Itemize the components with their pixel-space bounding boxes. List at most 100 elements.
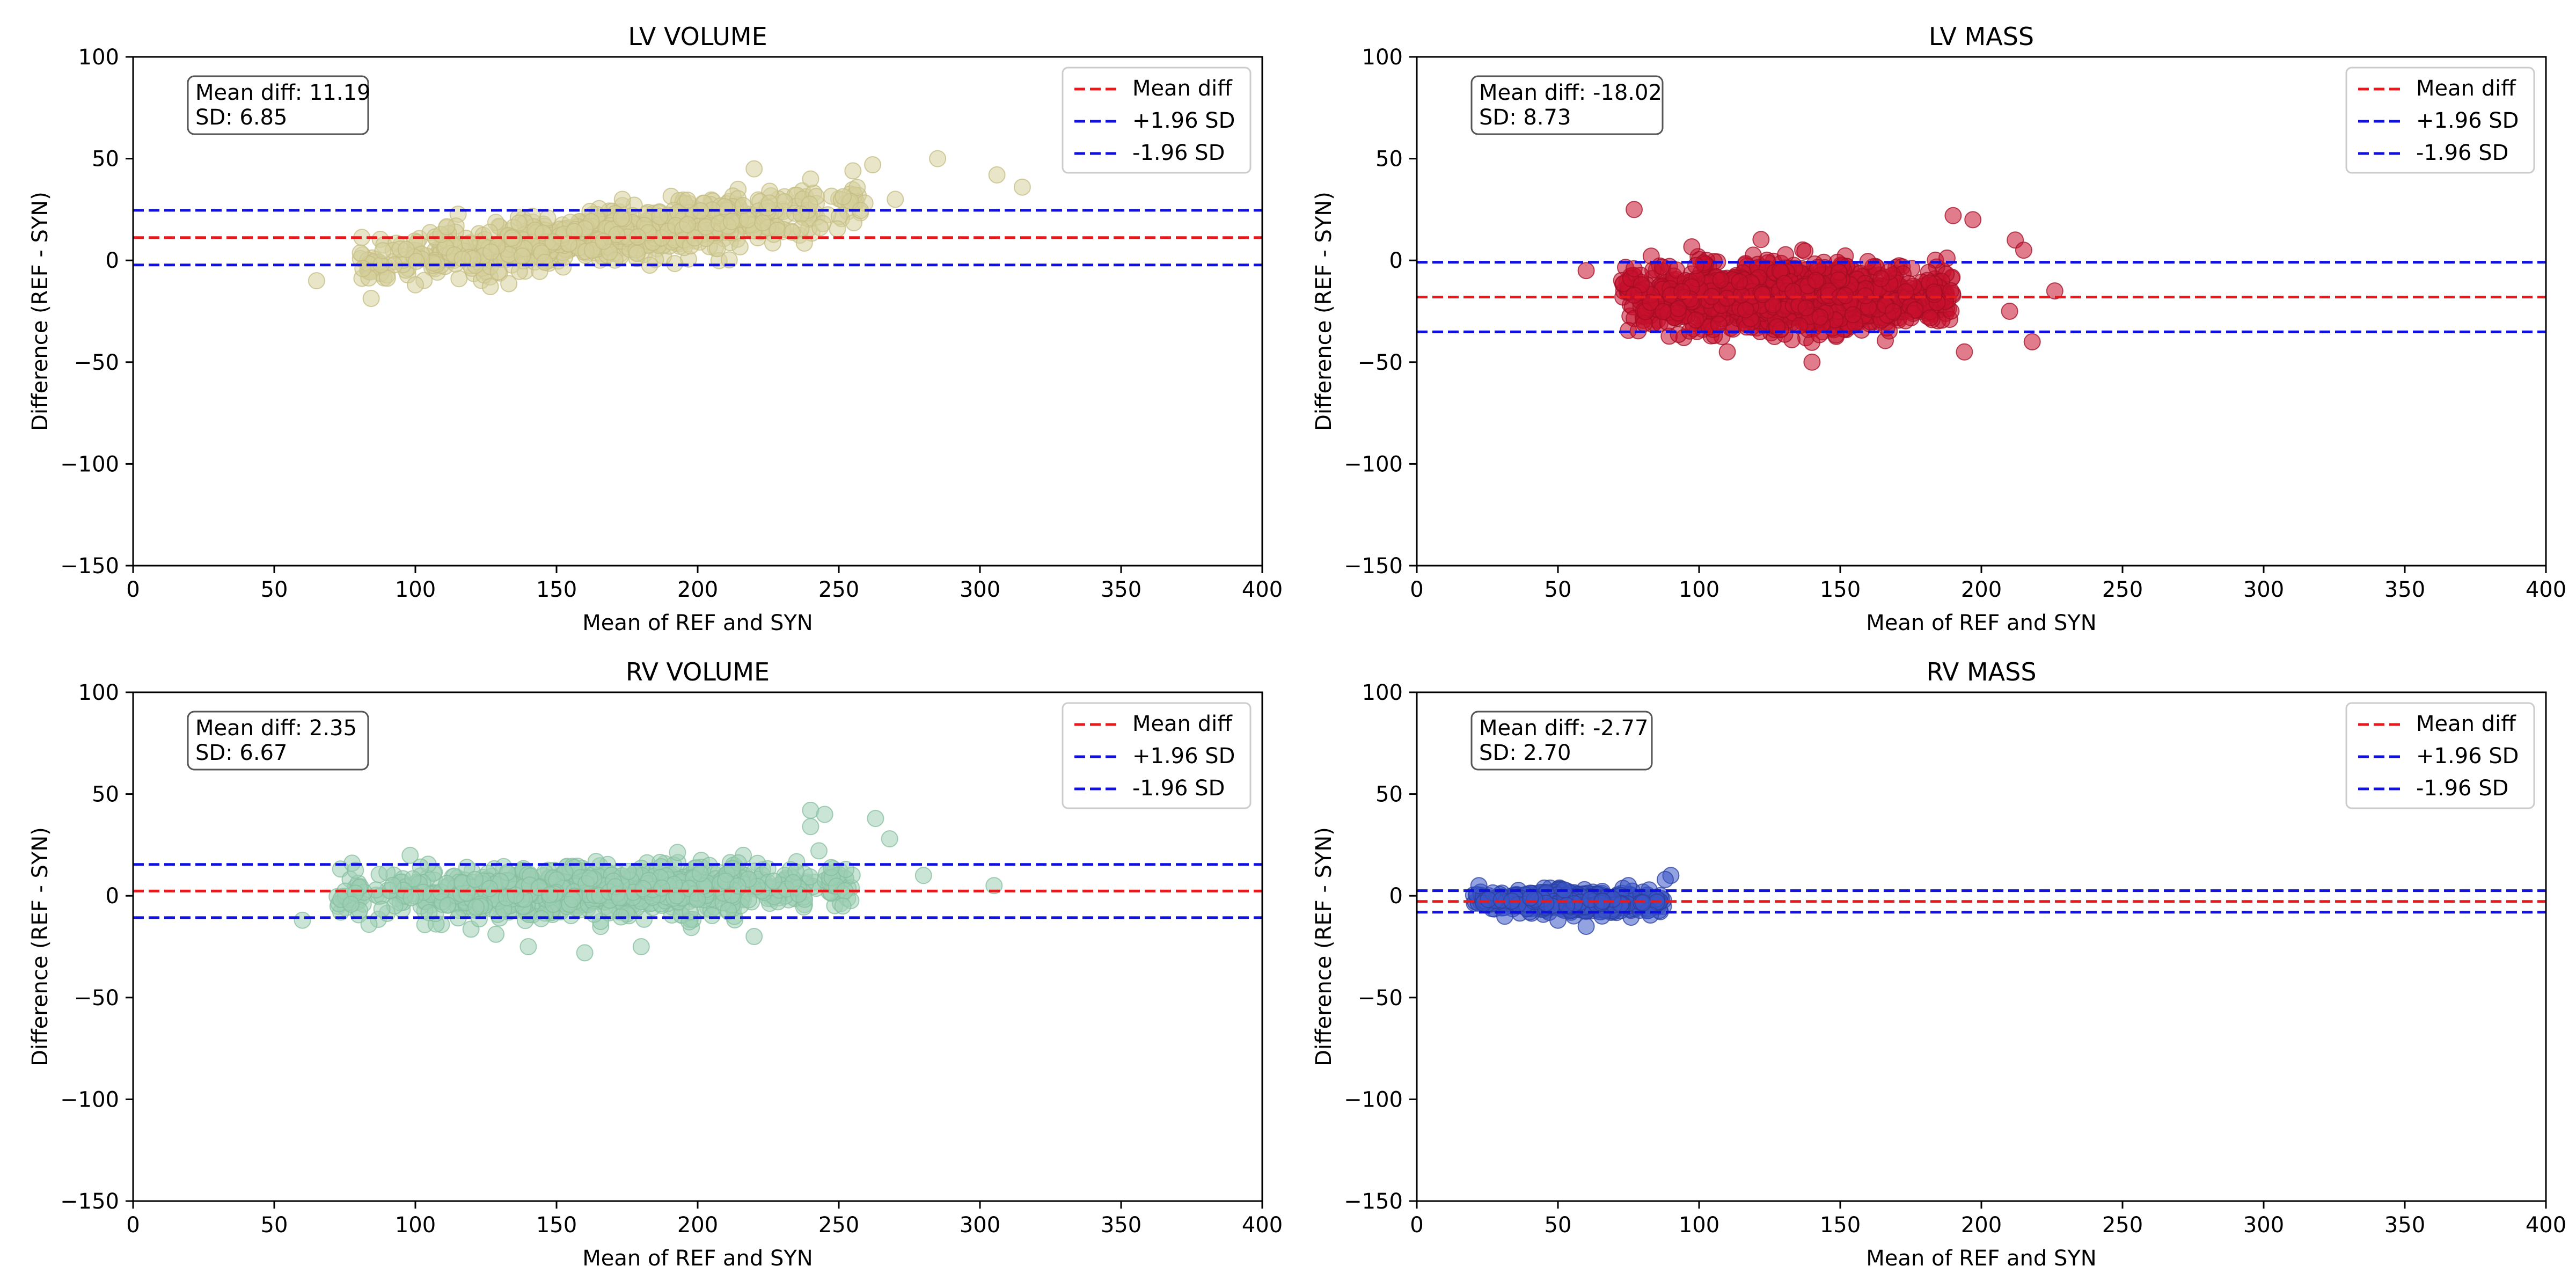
data-point xyxy=(666,255,684,273)
data-point xyxy=(628,245,646,262)
data-point xyxy=(740,891,757,909)
y-tick-label: −100 xyxy=(60,1087,119,1112)
data-point xyxy=(1897,312,1914,330)
data-point xyxy=(2001,303,2018,320)
data-point xyxy=(352,244,369,262)
data-point xyxy=(576,944,594,962)
data-point xyxy=(1872,270,1890,288)
data-point xyxy=(1829,271,1847,289)
sd-text: SD: 6.85 xyxy=(195,105,287,130)
data-point xyxy=(1712,271,1730,289)
sd-text: SD: 6.67 xyxy=(195,741,287,765)
data-point xyxy=(929,150,947,167)
x-tick-label: 200 xyxy=(677,1213,718,1238)
x-tick-label: 100 xyxy=(395,577,436,602)
mean-diff-text: Mean diff: -18.02 xyxy=(1479,80,1662,105)
y-tick-label: 100 xyxy=(78,680,119,705)
sd-text: SD: 8.73 xyxy=(1479,105,1571,130)
data-point xyxy=(708,240,726,258)
y-tick-label: 0 xyxy=(106,248,119,273)
chart-title: LV VOLUME xyxy=(628,22,767,51)
x-tick-label: 200 xyxy=(1961,1213,2002,1238)
chart-title: RV VOLUME xyxy=(626,657,770,686)
x-tick-label: 350 xyxy=(2384,577,2425,602)
x-tick-label: 200 xyxy=(1961,577,2002,602)
data-point xyxy=(1803,353,1821,371)
y-tick-label: 0 xyxy=(106,884,119,909)
data-point xyxy=(914,867,932,884)
sd-text: SD: 2.70 xyxy=(1479,741,1571,765)
data-point xyxy=(308,272,325,290)
data-point xyxy=(539,209,557,227)
x-tick-label: 0 xyxy=(126,577,140,602)
data-point xyxy=(691,865,709,882)
x-tick-label: 100 xyxy=(395,1213,436,1238)
data-point xyxy=(536,253,554,271)
data-point xyxy=(2046,282,2063,300)
y-axis-label: Difference (REF - SYN) xyxy=(1312,827,1336,1066)
y-tick-label: 0 xyxy=(1389,884,1403,909)
legend-label: Mean diff xyxy=(1132,76,1233,101)
y-tick-label: −150 xyxy=(1344,554,1403,579)
data-point xyxy=(1797,299,1815,317)
data-point xyxy=(564,890,581,908)
subplot-panels: LV VOLUME Mean of REF and SYN Difference (… xyxy=(28,22,2566,1271)
x-tick-label: 250 xyxy=(818,577,859,602)
x-tick-label: 300 xyxy=(960,577,1000,602)
data-point xyxy=(1956,343,1973,361)
data-point xyxy=(438,875,456,892)
x-tick-label: 50 xyxy=(261,1213,288,1238)
data-point xyxy=(1944,207,1962,224)
data-point xyxy=(466,870,484,888)
data-point xyxy=(1752,231,1770,248)
x-tick-label: 0 xyxy=(126,1213,140,1238)
x-tick-label: 250 xyxy=(2102,577,2143,602)
data-point xyxy=(864,156,882,173)
data-point xyxy=(1906,301,1924,319)
data-point xyxy=(362,290,380,308)
data-point xyxy=(612,209,630,227)
data-point xyxy=(481,223,499,241)
data-point xyxy=(1942,282,1960,299)
data-point xyxy=(487,925,505,943)
y-tick-label: −50 xyxy=(74,986,119,1011)
x-tick-label: 50 xyxy=(1545,577,1572,602)
data-point xyxy=(1683,238,1701,255)
data-point xyxy=(1710,316,1728,333)
data-point xyxy=(500,275,518,292)
data-point xyxy=(844,162,862,180)
data-point xyxy=(731,238,749,255)
data-point xyxy=(985,877,1003,895)
y-axis-label: Difference (REF - SYN) xyxy=(28,827,53,1066)
data-point xyxy=(745,160,763,178)
legend-label: -1.96 SD xyxy=(1132,776,1225,801)
data-point xyxy=(407,252,425,270)
chart-title: LV MASS xyxy=(1929,22,2034,51)
legend-label: -1.96 SD xyxy=(1132,141,1225,165)
y-tick-label: 0 xyxy=(1389,248,1403,273)
mean-diff-text: Mean diff: 11.19 xyxy=(195,80,370,105)
data-point xyxy=(829,220,846,238)
data-point xyxy=(1844,306,1862,324)
data-point xyxy=(1921,309,1939,327)
data-point xyxy=(2015,241,2032,259)
data-point xyxy=(720,902,737,919)
y-tick-label: −150 xyxy=(1344,1189,1403,1214)
y-axis-label: Difference (REF - SYN) xyxy=(1312,192,1336,431)
data-point xyxy=(519,938,537,955)
data-point xyxy=(988,166,1006,184)
data-point xyxy=(560,235,577,253)
data-point xyxy=(1811,308,1829,326)
legend: Mean diff +1.96 SD -1.96 SD xyxy=(1062,702,1252,809)
legend-frame xyxy=(1062,67,1252,174)
data-point xyxy=(703,907,721,924)
y-tick-label: 50 xyxy=(92,147,119,172)
data-point xyxy=(1796,243,1814,260)
data-point xyxy=(765,872,782,890)
data-point xyxy=(467,898,485,916)
data-point xyxy=(689,890,706,908)
stats-box-frame xyxy=(187,75,369,135)
